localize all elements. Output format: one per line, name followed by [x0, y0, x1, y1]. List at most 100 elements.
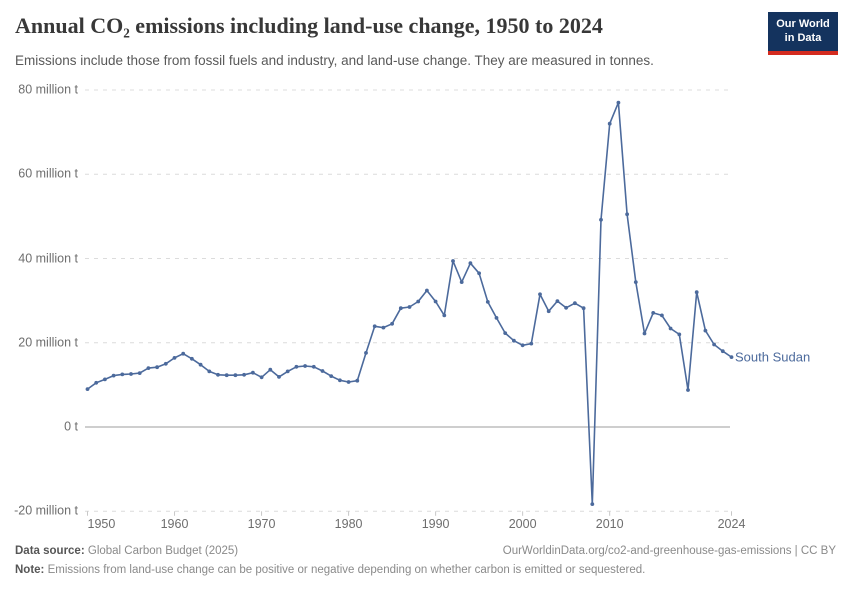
data-point	[433, 299, 438, 304]
data-point	[581, 306, 586, 311]
data-point	[181, 351, 186, 356]
x-axis-tick-label: 1960	[160, 517, 189, 531]
data-point	[633, 280, 638, 284]
data-point	[625, 212, 629, 217]
data-point	[390, 321, 394, 326]
note-label: Note:	[15, 564, 45, 576]
x-axis-tick-label: 1980	[334, 517, 363, 531]
data-point	[277, 375, 281, 379]
x-axis-tick-label: 1990	[421, 517, 450, 531]
data-point	[198, 362, 203, 367]
chart-title: Annual CO₂ emissions including land-use …	[15, 13, 603, 38]
data-point	[668, 326, 673, 331]
data-point	[660, 313, 664, 318]
owid-logo-line1: Our World	[776, 18, 830, 30]
data-point	[137, 371, 142, 375]
data-point	[163, 361, 168, 366]
note-text: Emissions from land-use change can be po…	[47, 564, 646, 576]
data-point	[494, 316, 499, 320]
data-point	[607, 121, 612, 126]
data-point	[251, 370, 255, 375]
data-point	[451, 259, 455, 263]
data-source-value: Global Carbon Budget (2025)	[87, 545, 239, 557]
data-point	[364, 351, 368, 355]
data-point	[372, 324, 377, 329]
owid-logo-line2: in Data	[784, 31, 822, 44]
data-point	[338, 378, 342, 383]
data-point	[207, 369, 212, 374]
data-point	[529, 341, 534, 346]
data-point	[155, 365, 160, 370]
data-point	[703, 328, 708, 333]
data-point	[242, 372, 247, 377]
data-source-label: Data source:	[15, 545, 85, 557]
data-point	[216, 372, 220, 377]
data-point	[512, 338, 516, 343]
data-point	[720, 349, 725, 354]
data-point	[651, 311, 656, 315]
series-entity-label: South Sudan	[735, 349, 811, 365]
data-point	[172, 356, 177, 360]
data-point	[503, 331, 508, 335]
attribution-link[interactable]: OurWorldinData.org/co2-and-greenhouse-ga…	[502, 545, 836, 557]
data-point	[381, 325, 386, 330]
data-point	[120, 372, 125, 377]
data-point	[129, 372, 133, 376]
data-point	[538, 292, 542, 297]
y-axis-tick-label: 60 million t	[18, 166, 78, 181]
data-point	[285, 369, 290, 374]
data-point	[85, 387, 90, 391]
chart-footer: Data source: Global Carbon Budget (2025)…	[15, 545, 836, 576]
data-point	[329, 374, 334, 378]
x-axis-tick-label: 1950	[87, 517, 116, 531]
data-point	[259, 375, 264, 380]
y-axis-tick-label: 40 million t	[18, 251, 78, 266]
y-axis-tick-label: 80 million t	[18, 82, 78, 97]
data-point	[642, 331, 647, 336]
data-point	[555, 299, 560, 303]
data-point	[616, 100, 621, 105]
data-point	[111, 373, 116, 378]
x-axis-tick-label: 1970	[247, 517, 276, 531]
y-axis-tick-label: 0 t	[64, 419, 78, 434]
data-point	[320, 369, 325, 373]
data-point	[520, 343, 525, 348]
chart-note: Note: Emissions from land-use change can…	[15, 564, 836, 576]
data-source: Data source: Global Carbon Budget (2025)	[15, 545, 238, 557]
data-line	[86, 101, 733, 505]
data-point	[233, 373, 238, 378]
y-axis-tick-label: 20 million t	[18, 335, 78, 350]
data-point	[546, 309, 551, 314]
data-point	[355, 378, 360, 383]
data-point	[712, 342, 716, 347]
data-point	[416, 299, 421, 304]
owid-logo[interactable]: Our World in Data	[768, 12, 838, 55]
data-point	[564, 305, 568, 310]
data-point	[425, 288, 429, 293]
data-point	[346, 380, 351, 384]
y-axis-tick-label: -20 million t	[14, 504, 78, 519]
data-point	[468, 261, 473, 266]
data-point	[677, 332, 682, 337]
data-point	[303, 364, 307, 368]
data-point	[294, 364, 299, 369]
data-point	[94, 380, 99, 385]
data-point	[590, 502, 595, 506]
data-point	[686, 388, 690, 392]
data-point	[146, 366, 151, 370]
data-point	[459, 280, 464, 284]
x-axis-tick-label: 2024	[717, 517, 746, 531]
x-axis-tick-label: 2000	[508, 517, 537, 531]
data-point	[477, 271, 481, 276]
data-point	[485, 300, 490, 304]
data-point	[103, 377, 107, 382]
chart-subtitle: Emissions include those from fossil fuel…	[15, 53, 654, 68]
data-point	[729, 355, 734, 359]
data-point	[224, 373, 229, 378]
data-point	[398, 306, 403, 311]
data-point	[407, 305, 412, 309]
data-point	[190, 356, 194, 361]
data-point	[442, 313, 447, 318]
